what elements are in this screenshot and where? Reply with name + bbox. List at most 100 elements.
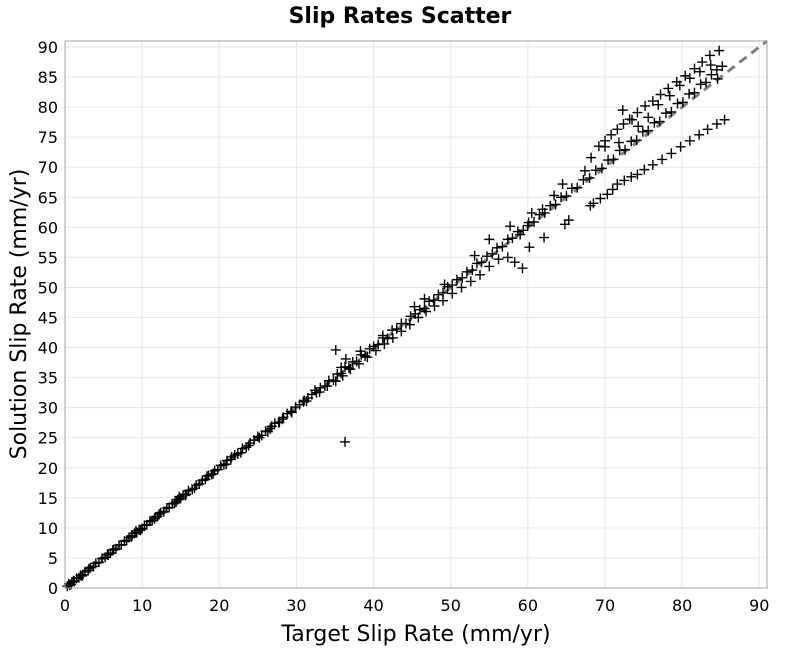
data-point — [561, 191, 572, 202]
data-point — [684, 73, 695, 84]
data-point — [595, 193, 606, 204]
data-point — [517, 263, 528, 274]
data-point — [590, 165, 601, 176]
y-tick-label: 35 — [38, 369, 58, 388]
x-tick-label: 90 — [749, 596, 769, 615]
data-point — [677, 97, 688, 108]
data-point — [600, 141, 610, 152]
data-point — [465, 276, 476, 287]
data-point — [208, 468, 219, 479]
data-point — [360, 350, 371, 361]
data-point — [451, 274, 462, 285]
y-tick-label: 90 — [38, 38, 58, 57]
data-point — [337, 370, 348, 381]
data-point — [647, 159, 658, 170]
data-point — [524, 242, 535, 253]
data-point — [579, 165, 590, 176]
grid — [64, 41, 767, 589]
data-point — [702, 124, 713, 135]
data-point — [76, 570, 87, 581]
x-tick-label: 60 — [518, 596, 538, 615]
data-point — [663, 83, 674, 94]
y-tick-label: 70 — [38, 158, 58, 177]
data-point — [584, 173, 595, 184]
data-point — [457, 272, 468, 283]
data-point — [221, 459, 232, 470]
x-tick-label: 80 — [672, 596, 692, 615]
data-point — [704, 50, 715, 61]
data-point — [606, 129, 617, 140]
data-point — [660, 108, 671, 119]
data-point — [617, 105, 628, 116]
data-point — [492, 242, 502, 253]
data-point — [351, 356, 362, 367]
data-point — [697, 57, 708, 68]
data-point — [433, 289, 444, 300]
data-point — [262, 426, 273, 437]
data-point — [362, 352, 373, 363]
data-point — [695, 79, 706, 90]
data-point — [509, 257, 520, 268]
data-point — [643, 112, 654, 123]
data-point — [330, 376, 341, 387]
data-point — [618, 118, 629, 129]
y-tick-label: 60 — [38, 218, 58, 237]
data-point — [469, 250, 480, 261]
y-tick-label: 15 — [38, 489, 58, 508]
data-point — [108, 544, 119, 555]
data-point — [572, 182, 583, 193]
data-point — [711, 118, 722, 129]
data-point — [701, 77, 712, 88]
data-point — [706, 69, 717, 80]
data-point — [612, 179, 623, 190]
data-point — [643, 125, 654, 136]
x-tick-labels: 0 10 20 30 40 50 60 70 80 90 — [60, 596, 770, 615]
data-point — [461, 266, 472, 277]
x-tick-label: 0 — [60, 596, 70, 615]
data-point — [301, 396, 312, 407]
data-point — [328, 375, 339, 386]
y-tick-label: 20 — [38, 459, 58, 478]
data-point — [680, 70, 691, 81]
data-point — [171, 497, 182, 508]
plot-frame — [64, 40, 768, 589]
reference-line — [64, 39, 768, 590]
data-point — [467, 265, 478, 276]
data-point — [424, 296, 435, 307]
data-point — [675, 141, 686, 152]
data-point — [201, 471, 212, 482]
data-point — [439, 279, 450, 290]
data-point — [626, 136, 637, 147]
data-points — [62, 45, 730, 592]
y-tick-label: 55 — [38, 248, 58, 267]
data-point — [340, 353, 351, 364]
data-point — [226, 451, 237, 462]
data-point — [421, 306, 432, 317]
data-point — [481, 251, 492, 262]
data-point — [447, 288, 458, 299]
y-tick-label: 45 — [38, 309, 58, 328]
data-point — [619, 175, 630, 186]
data-point — [550, 199, 561, 210]
data-point — [694, 66, 705, 77]
y-tick-label: 25 — [38, 429, 58, 448]
data-point — [515, 229, 526, 240]
x-tick-label: 10 — [132, 596, 152, 615]
data-point — [336, 362, 347, 373]
data-point — [705, 60, 716, 71]
data-point — [180, 490, 191, 501]
data-point — [345, 364, 356, 375]
data-point — [522, 220, 533, 231]
data-point — [539, 232, 550, 243]
data-point — [387, 332, 398, 343]
data-point — [647, 96, 658, 107]
y-tick-label: 80 — [38, 98, 58, 117]
data-point — [672, 98, 683, 109]
data-point — [711, 64, 722, 75]
data-point — [556, 192, 567, 203]
data-point — [534, 209, 545, 220]
data-point — [632, 107, 643, 118]
data-point — [286, 406, 297, 417]
data-point — [340, 436, 351, 447]
